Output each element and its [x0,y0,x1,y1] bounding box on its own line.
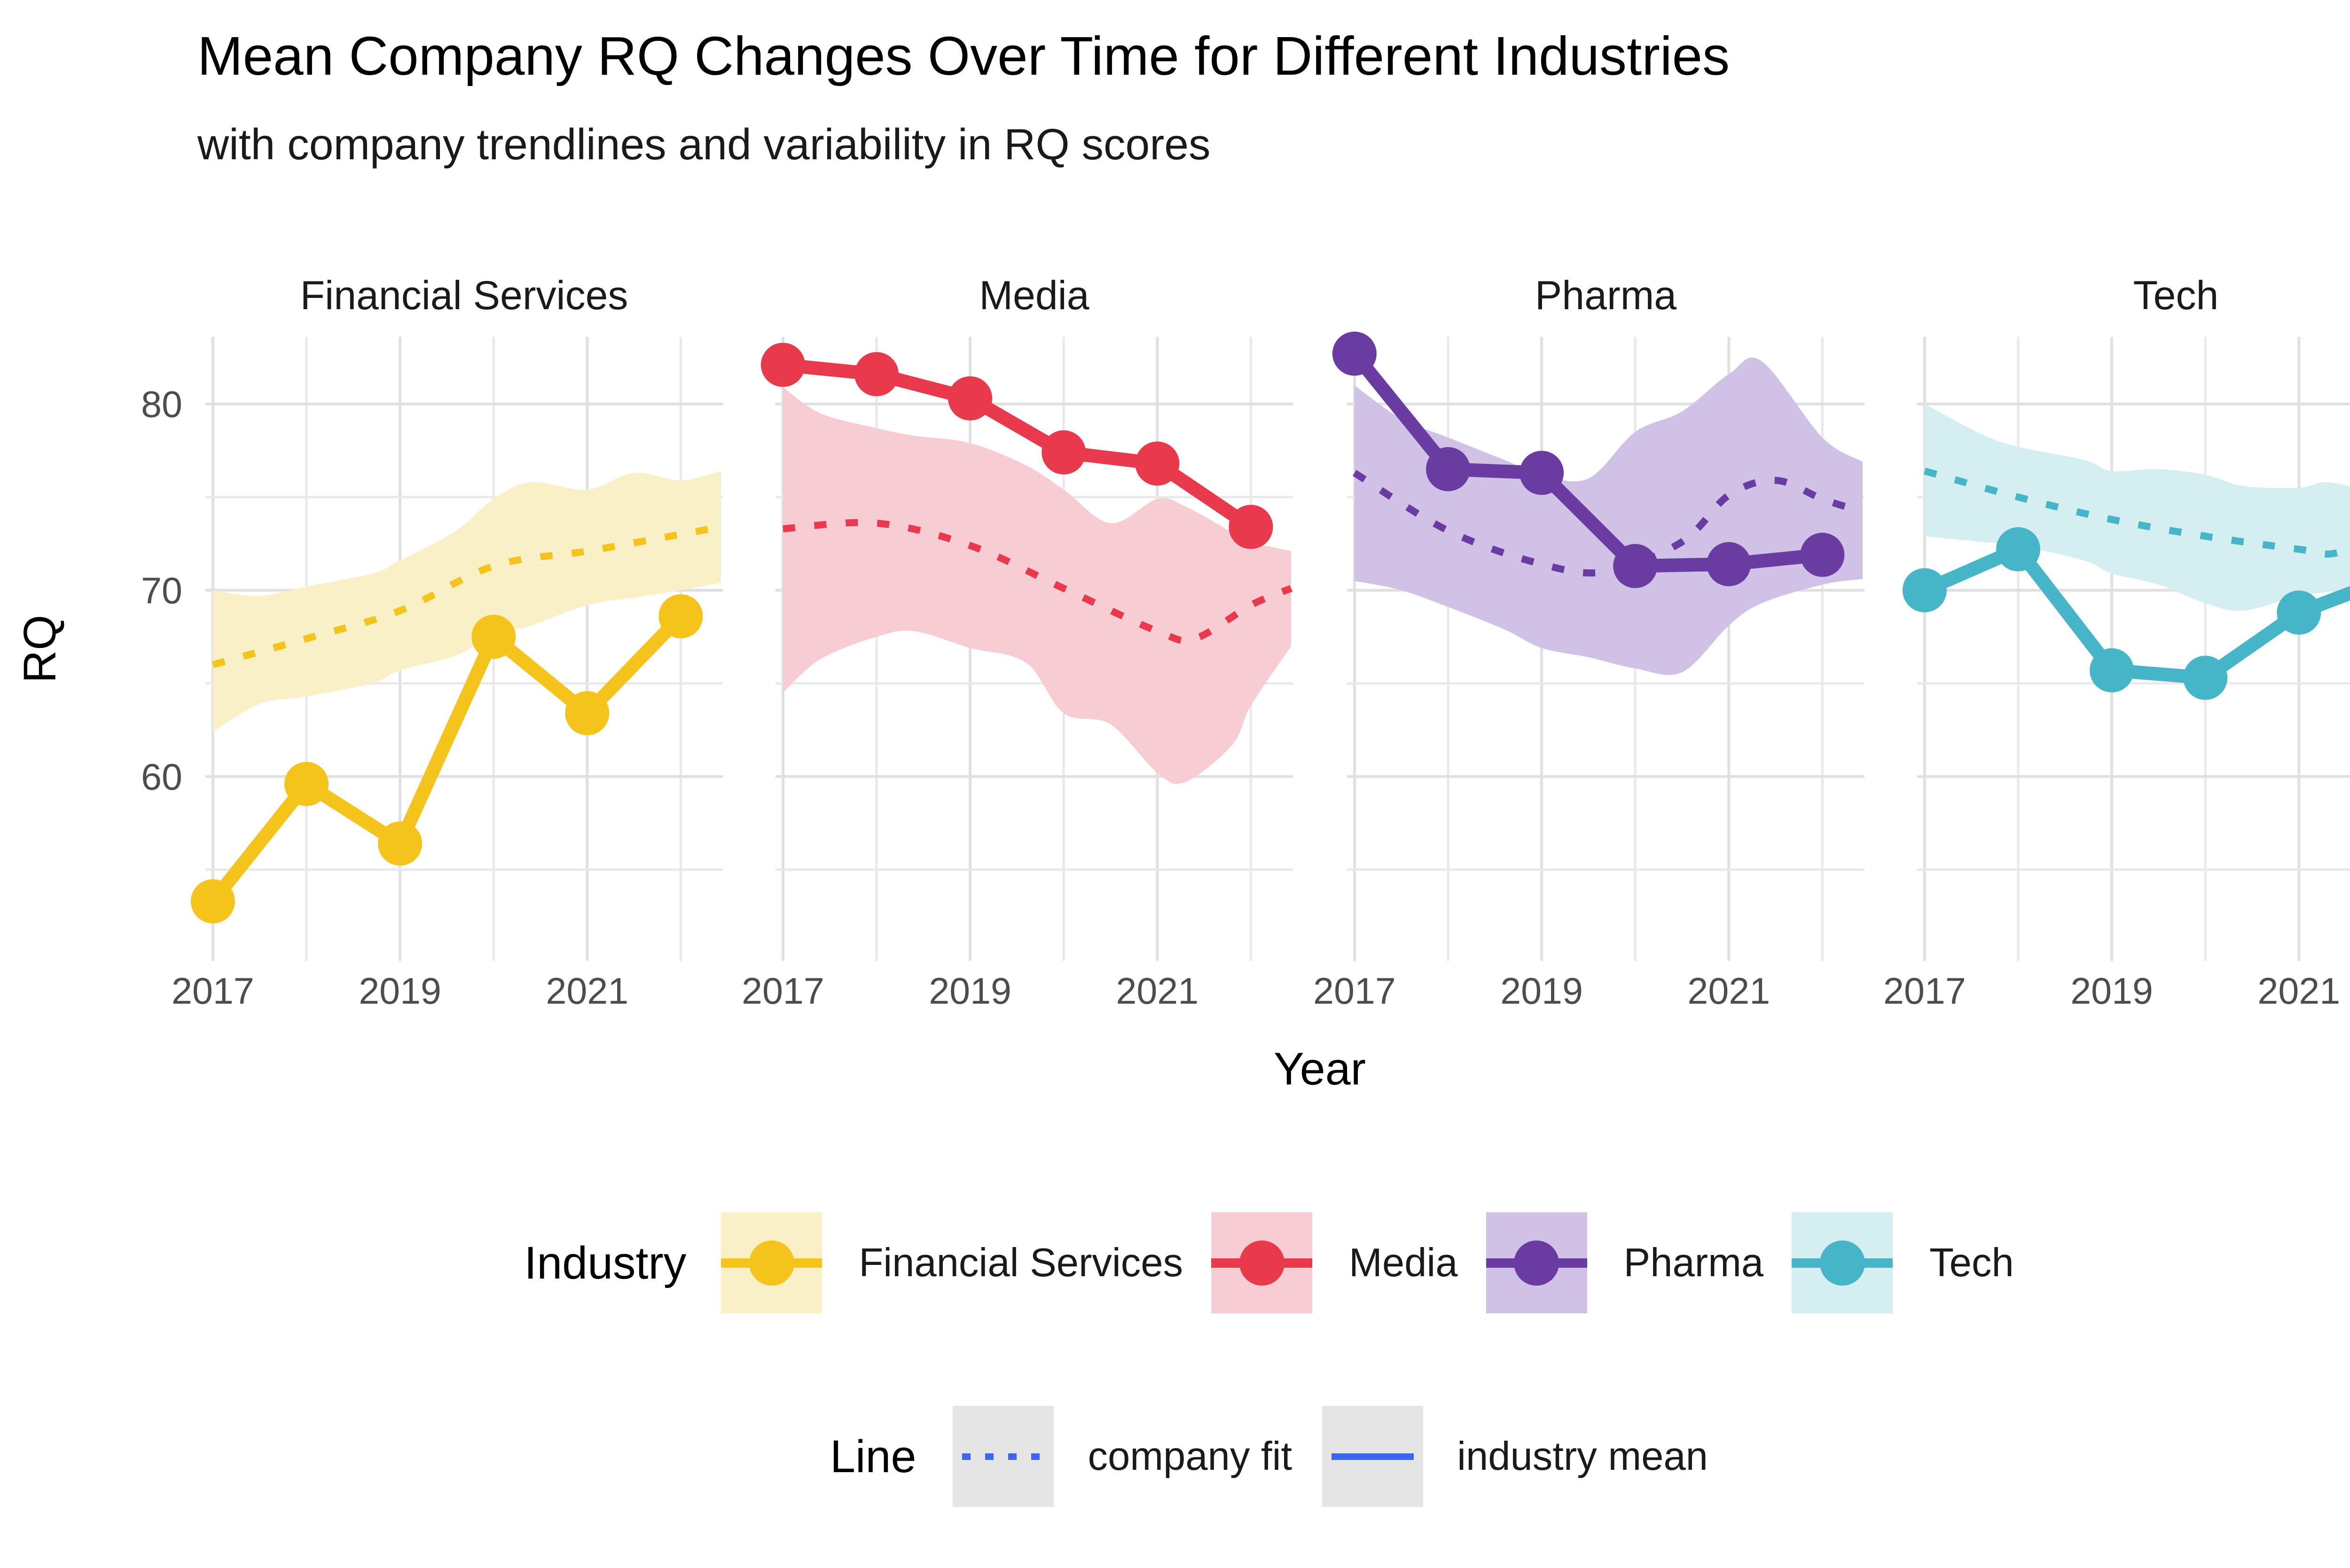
mean-point [2090,648,2134,693]
company-fit-line [783,519,1292,644]
x-tick-label: 2021 [2257,970,2340,1012]
y-tick-label: 80 [141,383,182,425]
mean-point [1332,331,1377,376]
mean-point-glyph [1514,1240,1559,1286]
mean-point [948,376,993,421]
company-fit-line [1923,468,2350,558]
tech-key-swatch [1792,1212,1893,1313]
x-axis-title: Year [1274,1043,1366,1094]
x-tick-label: 2017 [172,970,254,1012]
facet-panel-media [760,337,1293,961]
media-key-swatch [1211,1212,1313,1313]
legend-label-tech: Tech [1929,1240,2014,1285]
mean-point [1613,544,1658,588]
mean-point [190,879,235,924]
mean-point [658,594,703,639]
industry-legend: Industry Financial Services Media Pharma [0,1212,2350,1313]
x-tick-label: 2021 [1687,970,1770,1012]
company-fit-key-swatch [953,1406,1054,1507]
pharma-key-swatch [1486,1212,1587,1313]
industry-legend-title: Industry [524,1237,687,1288]
mean-point [471,615,516,659]
facet-strip-label: Tech [2133,273,2219,318]
legend-item-pharma: Pharma [1486,1212,1764,1313]
facet-strip-label: Media [979,273,1089,318]
company-fit-line [212,523,722,668]
faceted-line-chart: Financial Services 2017 2019 2021 Media 2017 2… [14,273,2350,1094]
variability-ribbon [1924,404,2350,611]
industry-mean-line [207,611,686,906]
chart-title: Mean Company RQ Changes Over Time for Di… [197,25,1730,86]
facet-strip-label: Pharma [1535,273,1676,318]
mean-point [2277,590,2321,635]
y-tick-label: 70 [141,569,182,611]
mean-point [378,821,423,866]
x-tick-label: 2017 [1883,970,1966,1012]
financial-services-key-swatch [721,1212,822,1313]
legend-label-pharma: Pharma [1623,1240,1764,1285]
mean-point [1229,505,1273,549]
legend-label-company-fit: company fit [1088,1434,1292,1479]
y-axis-title: RQ [14,615,65,683]
facet-strip-label: Financial Services [300,273,628,318]
legend-label-industry-mean: industry mean [1457,1434,1708,1479]
dotted-line-glyph [962,1453,1045,1460]
x-tick-label: 2021 [1116,970,1198,1012]
mean-point-glyph [1819,1240,1865,1286]
x-tick-label: 2019 [1500,970,1583,1012]
x-tick-label: 2017 [742,970,824,1012]
mean-point-glyph [749,1240,794,1286]
facet-panel-tech [1902,337,2350,961]
legend-label-financial-services: Financial Services [859,1240,1183,1285]
mean-point [565,691,610,735]
legend-item-industry-mean: industry mean [1322,1406,1708,1507]
y-tick-label: 60 [141,756,182,798]
x-tick-label: 2017 [1313,970,1396,1012]
x-tick-label: 2019 [2070,970,2153,1012]
solid-line-glyph [1332,1453,1414,1460]
mean-point [1520,451,1564,495]
mean-point [1996,527,2041,571]
facet-panel-financial-services [190,337,723,961]
mean-point [1135,441,1180,486]
mean-point [1042,430,1086,475]
chart-subtitle: with company trendlines and variability … [197,120,1211,169]
mean-point [1800,532,1845,577]
mean-point [284,762,329,806]
variability-ribbon [212,471,721,732]
line-legend-title: Line [830,1430,916,1482]
mean-point-glyph [1239,1240,1285,1286]
variability-ribbon [783,387,1291,784]
mean-point [760,343,805,387]
legend-item-company-fit: company fit [953,1406,1292,1507]
x-tick-label: 2021 [546,970,628,1012]
mean-point [1902,568,1947,613]
mean-point [1707,542,1751,586]
legend-label-media: Media [1349,1240,1458,1285]
mean-point [2183,655,2228,700]
legend-item-financial-services: Financial Services [721,1212,1183,1313]
variability-ribbon [1354,357,1863,675]
legend-item-tech: Tech [1792,1212,2014,1313]
legend-item-media: Media [1211,1212,1458,1313]
x-tick-label: 2019 [359,970,441,1012]
facet-panel-pharma [1332,331,1864,961]
line-legend: Line company fit industry mean [0,1406,2350,1507]
x-tick-label: 2019 [929,970,1011,1012]
industry-mean-key-swatch [1322,1406,1424,1507]
mean-point [854,352,899,397]
mean-point [1426,447,1471,491]
